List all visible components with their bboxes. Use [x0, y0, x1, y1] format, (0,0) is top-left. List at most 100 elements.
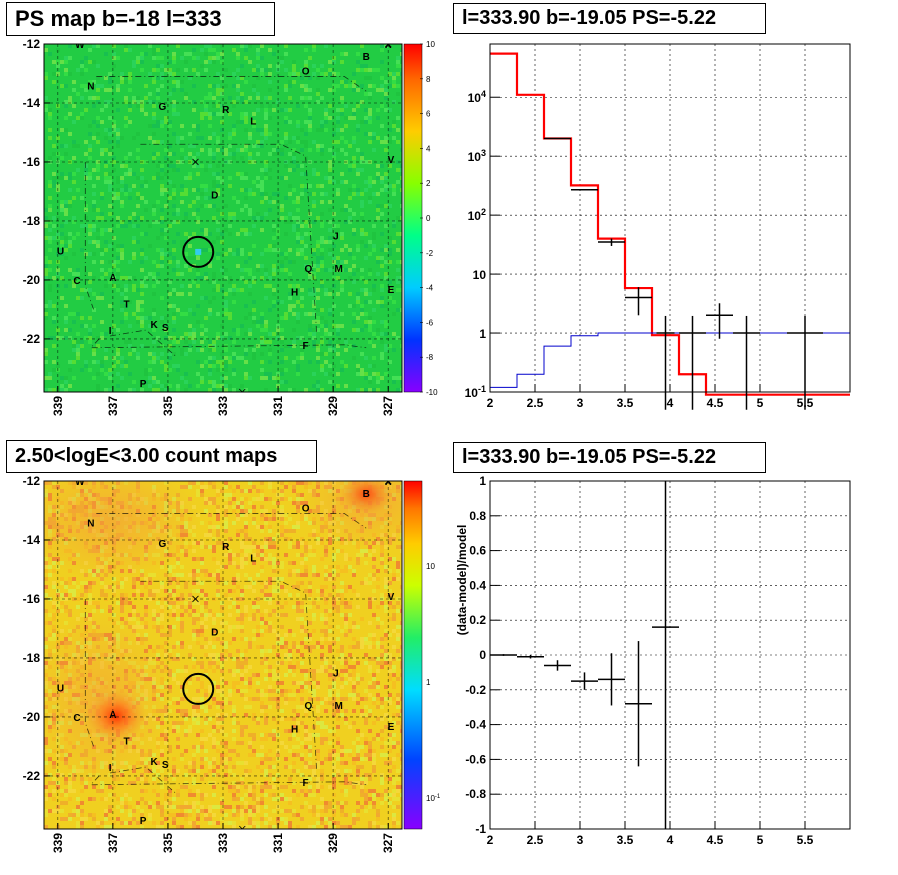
- map-pixel: [340, 312, 344, 316]
- map-pixel: [296, 573, 300, 577]
- map-pixel: [104, 248, 108, 252]
- map-pixel: [180, 312, 184, 316]
- map-pixel: [284, 521, 288, 525]
- map-pixel: [268, 208, 272, 212]
- map-pixel: [208, 497, 212, 501]
- map-pixel: [388, 589, 392, 593]
- map-pixel: [132, 96, 136, 100]
- map-pixel: [332, 276, 336, 280]
- map-pixel: [220, 761, 224, 765]
- map-pixel: [52, 368, 56, 372]
- map-pixel: [312, 372, 316, 376]
- map-pixel: [260, 188, 264, 192]
- map-pixel: [380, 124, 384, 128]
- map-pixel: [44, 773, 48, 777]
- map-pixel: [240, 509, 244, 513]
- map-pixel: [340, 368, 344, 372]
- map-pixel: [200, 761, 204, 765]
- map-pixel: [168, 701, 172, 705]
- map-pixel: [232, 252, 236, 256]
- map-pixel: [224, 545, 228, 549]
- map-pixel: [248, 268, 252, 272]
- map-pixel: [136, 56, 140, 60]
- map-pixel: [364, 116, 368, 120]
- map-pixel: [196, 713, 200, 717]
- map-pixel: [240, 637, 244, 641]
- map-pixel: [48, 180, 52, 184]
- map-pixel: [392, 192, 396, 196]
- map-pixel: [168, 589, 172, 593]
- map-pixel: [124, 597, 128, 601]
- map-pixel: [96, 372, 100, 376]
- map-pixel: [296, 553, 300, 557]
- map-pixel: [164, 649, 168, 653]
- map-pixel: [252, 733, 256, 737]
- map-pixel: [252, 68, 256, 72]
- map-pixel: [352, 709, 356, 713]
- map-pixel: [300, 84, 304, 88]
- map-pixel: [272, 236, 276, 240]
- map-pixel: [232, 637, 236, 641]
- map-pixel: [136, 104, 140, 108]
- map-pixel: [284, 68, 288, 72]
- map-pixel: [352, 264, 356, 268]
- map-pixel: [380, 320, 384, 324]
- map-pixel: [272, 228, 276, 232]
- map-pixel: [268, 352, 272, 356]
- map-pixel: [396, 72, 400, 76]
- map-pixel: [236, 501, 240, 505]
- map-pixel: [384, 657, 388, 661]
- map-pixel: [60, 232, 64, 236]
- map-pixel: [360, 64, 364, 68]
- map-pixel: [328, 701, 332, 705]
- map-pixel: [164, 204, 168, 208]
- map-pixel: [52, 172, 56, 176]
- map-pixel: [244, 497, 248, 501]
- map-pixel: [308, 645, 312, 649]
- map-pixel: [216, 713, 220, 717]
- map-pixel: [160, 176, 164, 180]
- map-pixel: [204, 501, 208, 505]
- map-pixel: [264, 340, 268, 344]
- map-pixel: [228, 96, 232, 100]
- map-pixel: [260, 737, 264, 741]
- map-pixel: [400, 200, 402, 204]
- map-pixel: [260, 184, 264, 188]
- map-pixel: [168, 593, 172, 597]
- map-pixel: [320, 657, 324, 661]
- map-pixel: [344, 621, 348, 625]
- map-pixel: [380, 557, 384, 561]
- map-pixel: [280, 717, 284, 721]
- map-pixel: [320, 252, 324, 256]
- map-pixel: [400, 216, 402, 220]
- map-pixel: [336, 673, 340, 677]
- map-pixel: [192, 761, 196, 765]
- map-pixel: [204, 593, 208, 597]
- map-pixel: [352, 697, 356, 701]
- map-pixel: [120, 376, 124, 380]
- map-pixel: [300, 481, 304, 485]
- map-pixel: [196, 745, 200, 749]
- map-pixel: [312, 248, 316, 252]
- map-pixel: [256, 48, 260, 52]
- map-pixel: [120, 136, 124, 140]
- map-pixel: [188, 605, 192, 609]
- map-pixel: [312, 200, 316, 204]
- map-pixel: [180, 753, 184, 757]
- map-pixel: [120, 252, 124, 256]
- map-pixel: [328, 340, 332, 344]
- map-pixel: [212, 621, 216, 625]
- map-pixel: [156, 380, 160, 384]
- map-pixel: [296, 481, 300, 485]
- map-pixel: [232, 72, 236, 76]
- map-pixel: [88, 60, 92, 64]
- map-pixel: [324, 609, 328, 613]
- map-pixel: [220, 541, 224, 545]
- map-pixel: [400, 757, 402, 761]
- map-pixel: [204, 188, 208, 192]
- map-pixel: [316, 705, 320, 709]
- map-pixel: [68, 336, 72, 340]
- map-pixel: [184, 733, 188, 737]
- map-pixel: [368, 749, 372, 753]
- map-pixel: [112, 128, 116, 132]
